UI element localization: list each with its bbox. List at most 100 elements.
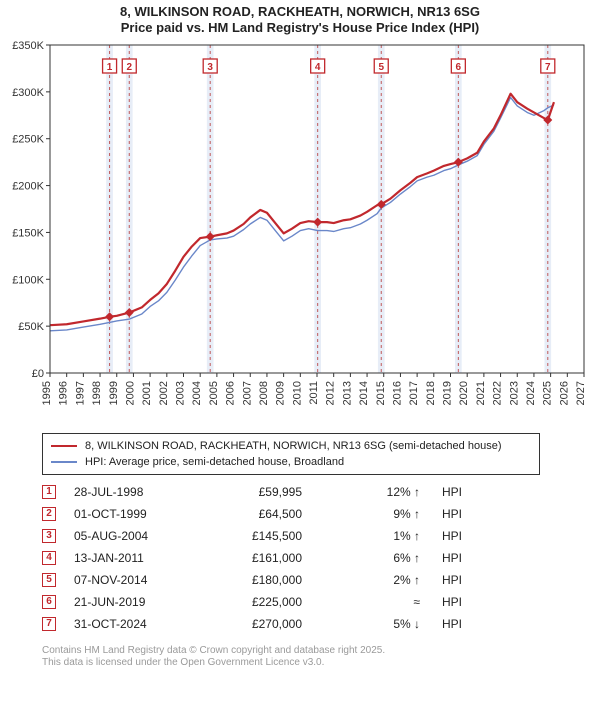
svg-text:£200K: £200K xyxy=(12,180,44,192)
sale-marker: 2 xyxy=(42,507,56,521)
svg-text:2014: 2014 xyxy=(358,381,370,405)
svg-text:5: 5 xyxy=(378,62,384,73)
sale-date: 05-AUG-2004 xyxy=(74,529,184,543)
sale-price: £145,500 xyxy=(202,529,302,543)
svg-text:2020: 2020 xyxy=(458,381,470,405)
svg-text:2008: 2008 xyxy=(258,381,270,405)
sale-date: 21-JUN-2019 xyxy=(74,595,184,609)
sale-marker: 6 xyxy=(42,595,56,609)
sale-row: 2 01-OCT-1999 £64,500 9% ↑ HPI xyxy=(42,503,592,525)
svg-text:1996: 1996 xyxy=(58,381,70,405)
svg-text:2009: 2009 xyxy=(275,381,287,405)
sale-marker: 7 xyxy=(42,617,56,631)
sale-marker: 1 xyxy=(42,485,56,499)
svg-text:2003: 2003 xyxy=(175,381,187,405)
legend-swatch xyxy=(51,461,77,463)
svg-text:2024: 2024 xyxy=(525,381,537,405)
sale-price: £225,000 xyxy=(202,595,302,609)
svg-text:7: 7 xyxy=(545,62,551,73)
sale-row: 3 05-AUG-2004 £145,500 1% ↑ HPI xyxy=(42,525,592,547)
sale-price: £270,000 xyxy=(202,617,302,631)
svg-text:2000: 2000 xyxy=(124,381,136,405)
svg-text:2015: 2015 xyxy=(375,381,387,405)
title-line-1: 8, WILKINSON ROAD, RACKHEATH, NORWICH, N… xyxy=(8,4,592,20)
svg-text:1995: 1995 xyxy=(41,381,53,405)
sales-table: 1 28-JUL-1998 £59,995 12% ↑ HPI 2 01-OCT-1999 £… xyxy=(42,481,592,635)
svg-text:2004: 2004 xyxy=(191,381,203,405)
sale-date: 07-NOV-2014 xyxy=(74,573,184,587)
footer-line-2: This data is licensed under the Open Gov… xyxy=(42,657,592,670)
chart: £0£50K£100K£150K£200K£250K£300K£350K1995… xyxy=(8,37,592,427)
sale-diff-suffix: HPI xyxy=(438,573,472,587)
chart-titles: 8, WILKINSON ROAD, RACKHEATH, NORWICH, N… xyxy=(8,4,592,37)
sale-price: £161,000 xyxy=(202,551,302,565)
svg-text:2: 2 xyxy=(126,62,132,73)
svg-text:3: 3 xyxy=(207,62,213,73)
sale-row: 5 07-NOV-2014 £180,000 2% ↑ HPI xyxy=(42,569,592,591)
sale-diff: 9% ↑ xyxy=(320,507,420,521)
svg-text:2013: 2013 xyxy=(341,381,353,405)
svg-text:2011: 2011 xyxy=(308,381,320,405)
svg-text:2007: 2007 xyxy=(241,381,253,405)
legend: 8, WILKINSON ROAD, RACKHEATH, NORWICH, N… xyxy=(42,433,540,475)
svg-text:1998: 1998 xyxy=(91,381,103,405)
svg-text:2018: 2018 xyxy=(425,381,437,405)
sale-diff-suffix: HPI xyxy=(438,551,472,565)
legend-label: 8, WILKINSON ROAD, RACKHEATH, NORWICH, N… xyxy=(85,440,501,452)
sale-marker: 5 xyxy=(42,573,56,587)
sale-price: £59,995 xyxy=(202,485,302,499)
svg-text:£100K: £100K xyxy=(12,274,44,286)
svg-text:1997: 1997 xyxy=(74,381,86,405)
svg-text:4: 4 xyxy=(315,62,321,73)
legend-item: HPI: Average price, semi-detached house,… xyxy=(51,454,531,470)
sale-diff: 6% ↑ xyxy=(320,551,420,565)
svg-text:2005: 2005 xyxy=(208,381,220,405)
svg-text:£50K: £50K xyxy=(18,321,44,333)
sale-price: £64,500 xyxy=(202,507,302,521)
svg-text:£300K: £300K xyxy=(12,86,44,98)
sale-date: 01-OCT-1999 xyxy=(74,507,184,521)
svg-text:2017: 2017 xyxy=(408,381,420,405)
sale-diff: 12% ↑ xyxy=(320,485,420,499)
svg-text:£0: £0 xyxy=(32,368,44,380)
svg-text:2021: 2021 xyxy=(475,381,487,405)
chart-svg: £0£50K£100K£150K£200K£250K£300K£350K1995… xyxy=(8,37,592,427)
sale-date: 28-JUL-1998 xyxy=(74,485,184,499)
svg-text:2025: 2025 xyxy=(542,381,554,405)
sale-diff-suffix: HPI xyxy=(438,485,472,499)
sale-price: £180,000 xyxy=(202,573,302,587)
svg-text:2019: 2019 xyxy=(442,381,454,405)
svg-text:2012: 2012 xyxy=(325,381,337,405)
sale-diff: ≈ xyxy=(320,595,420,609)
legend-label: HPI: Average price, semi-detached house,… xyxy=(85,456,344,468)
footer: Contains HM Land Registry data © Crown c… xyxy=(42,645,592,670)
sale-diff-suffix: HPI xyxy=(438,507,472,521)
sale-diff-suffix: HPI xyxy=(438,595,472,609)
svg-text:2023: 2023 xyxy=(508,381,520,405)
svg-text:6: 6 xyxy=(456,62,462,73)
svg-text:2001: 2001 xyxy=(141,381,153,405)
sale-row: 4 13-JAN-2011 £161,000 6% ↑ HPI xyxy=(42,547,592,569)
legend-swatch xyxy=(51,445,77,447)
sale-row: 6 21-JUN-2019 £225,000 ≈ HPI xyxy=(42,591,592,613)
sale-date: 13-JAN-2011 xyxy=(74,551,184,565)
sale-marker: 3 xyxy=(42,529,56,543)
sale-date: 31-OCT-2024 xyxy=(74,617,184,631)
svg-text:£150K: £150K xyxy=(12,227,44,239)
legend-item: 8, WILKINSON ROAD, RACKHEATH, NORWICH, N… xyxy=(51,438,531,454)
sale-marker: 4 xyxy=(42,551,56,565)
svg-text:1999: 1999 xyxy=(108,381,120,405)
sale-diff-suffix: HPI xyxy=(438,529,472,543)
svg-text:2016: 2016 xyxy=(391,381,403,405)
svg-text:2026: 2026 xyxy=(558,381,570,405)
svg-text:£250K: £250K xyxy=(12,133,44,145)
svg-text:2022: 2022 xyxy=(492,381,504,405)
sale-row: 731-OCT-2024£270,0005% ↓HPI xyxy=(42,613,592,635)
footer-line-1: Contains HM Land Registry data © Crown c… xyxy=(42,645,592,658)
svg-text:2006: 2006 xyxy=(225,381,237,405)
svg-text:2027: 2027 xyxy=(575,381,587,405)
sale-diff-suffix: HPI xyxy=(438,617,472,631)
svg-text:2010: 2010 xyxy=(291,381,303,405)
sale-diff: 2% ↑ xyxy=(320,573,420,587)
sale-diff: 1% ↑ xyxy=(320,529,420,543)
